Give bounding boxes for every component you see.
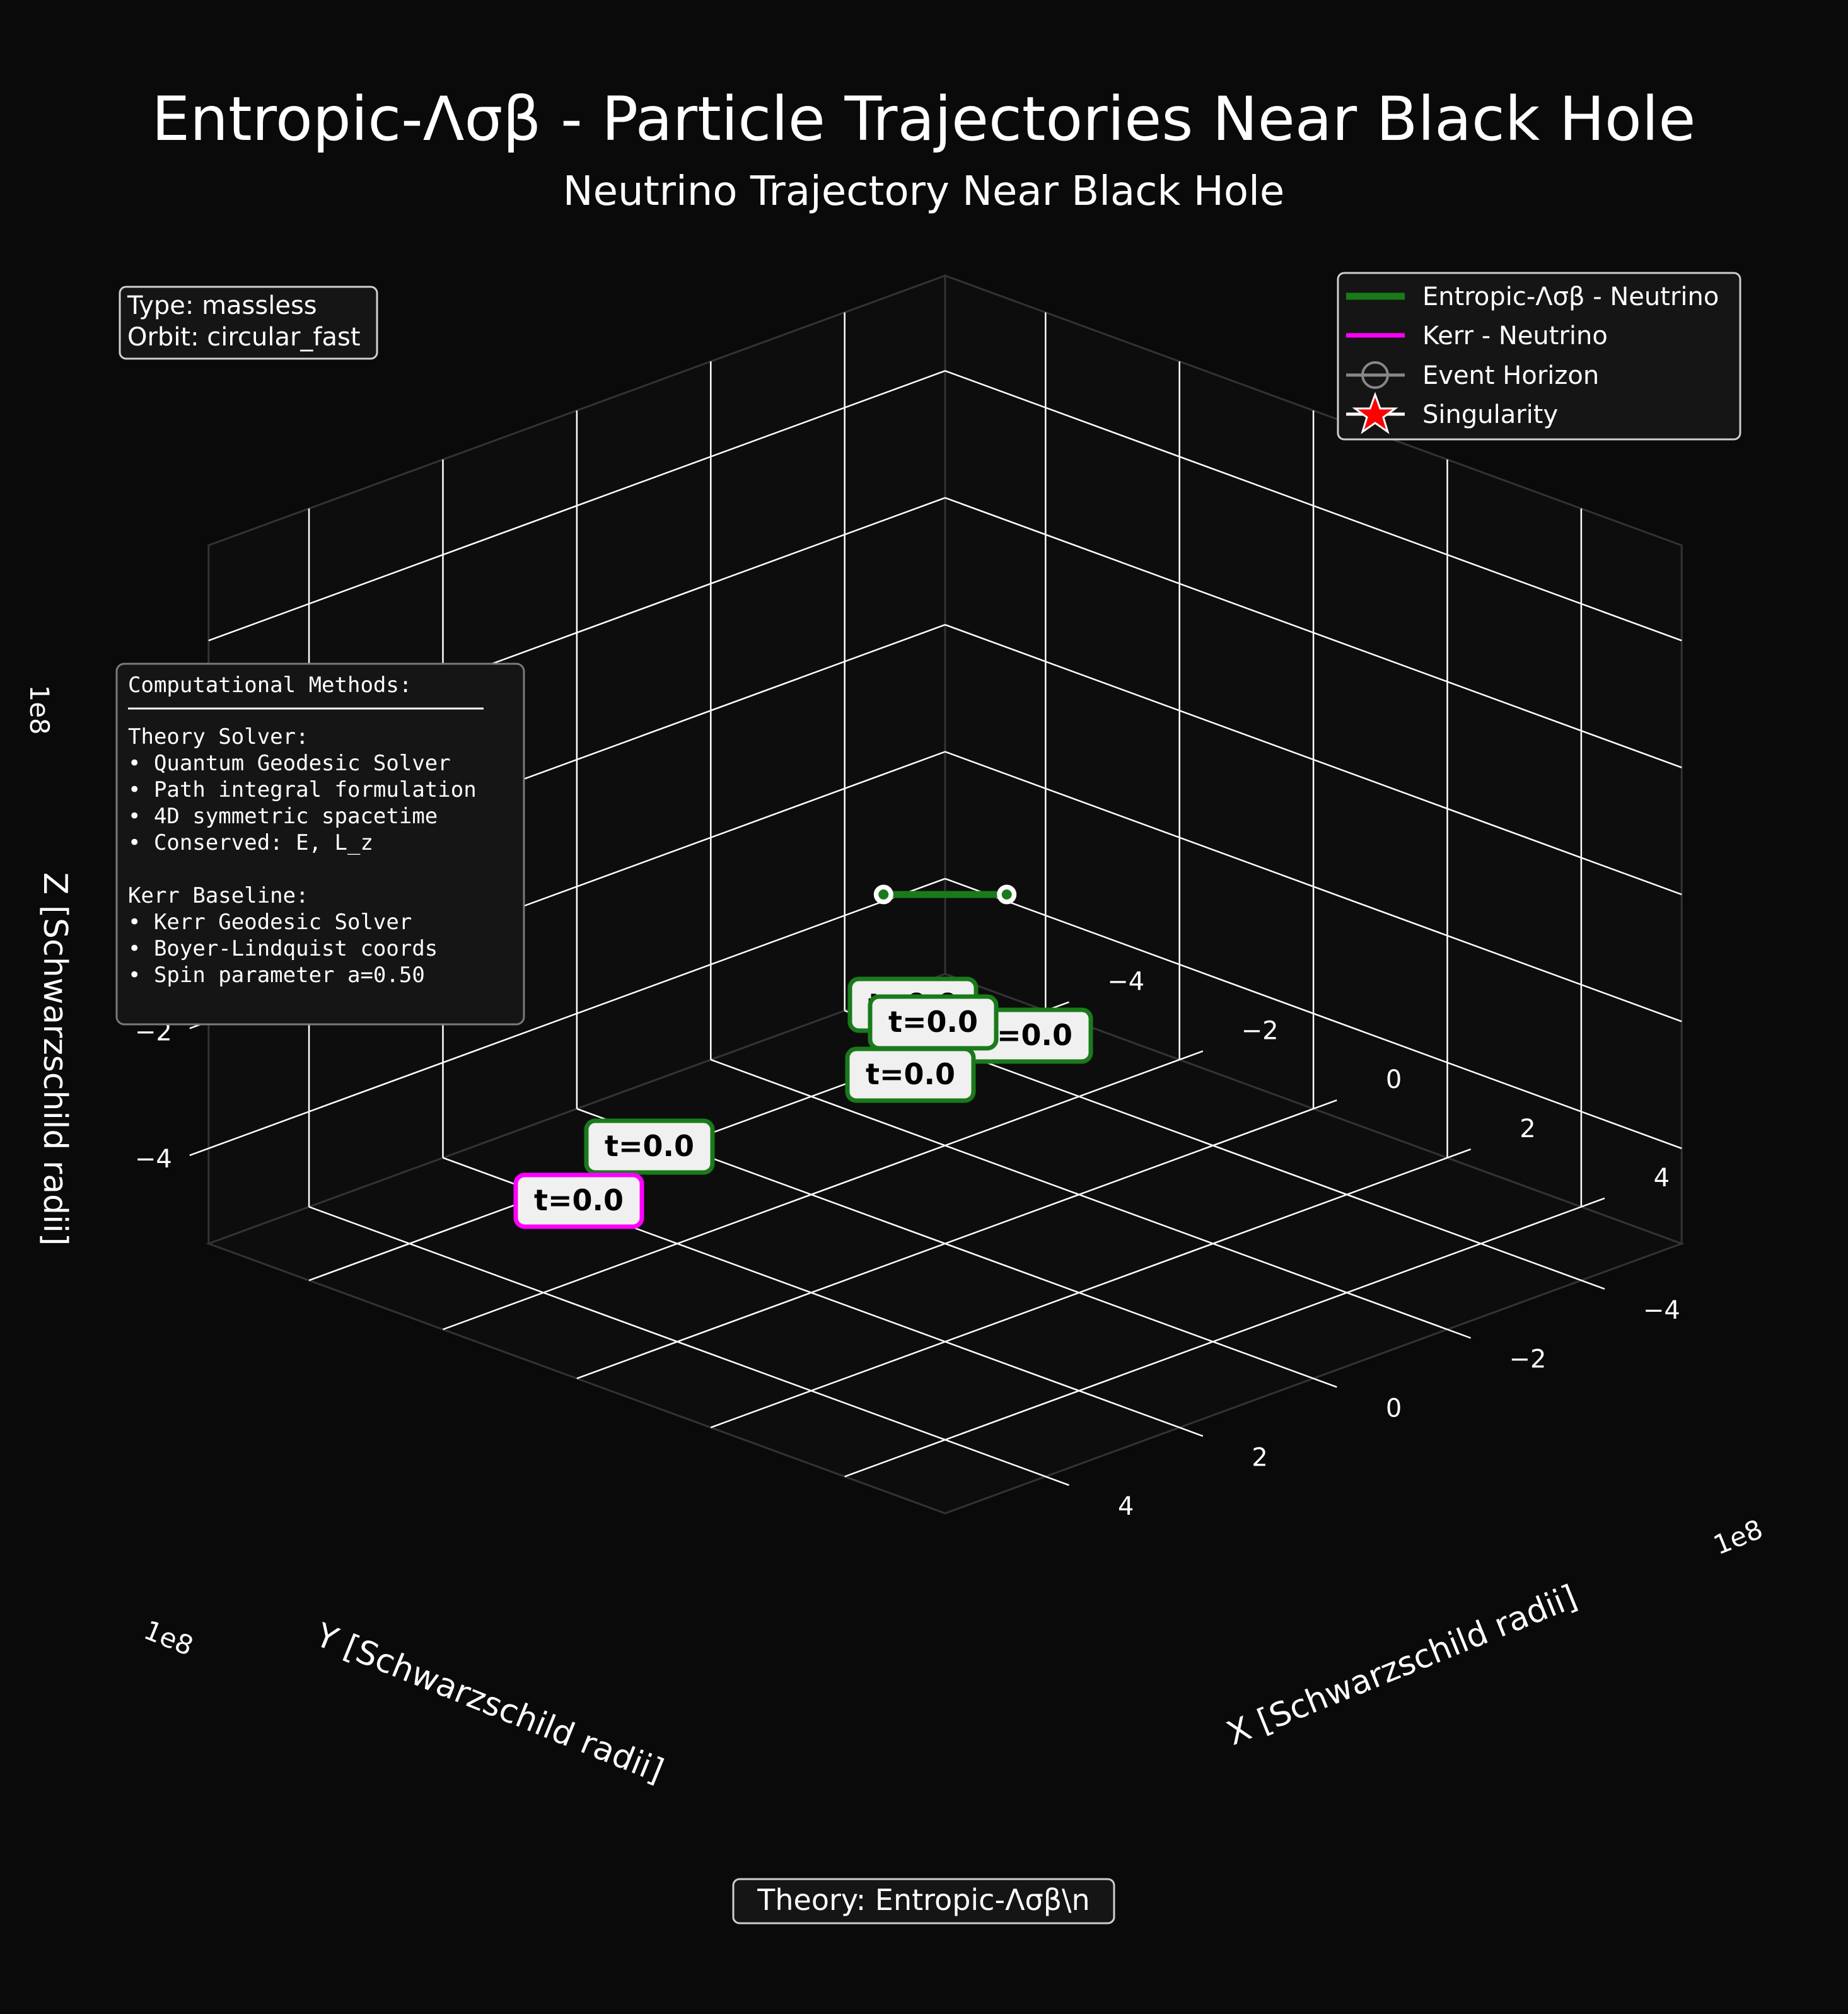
info-line-type: Type: massless — [127, 291, 317, 320]
y-tick-mark — [1581, 1197, 1605, 1208]
x-tick-label: 4 — [1118, 1492, 1134, 1521]
methods-line: • 4D symmetric spacetime — [128, 804, 438, 829]
y-tick-mark — [1447, 1148, 1472, 1159]
legend-label: Singularity — [1422, 400, 1558, 429]
y-grid-floor — [710, 1157, 1448, 1428]
methods-box: Computational Methods: Theory Solver: • … — [115, 663, 525, 1026]
time-label-box — [513, 1172, 644, 1229]
methods-line: • Boyer-Lindquist coords — [128, 936, 438, 961]
time-label: t=0.0 — [605, 1129, 694, 1163]
grid-lines — [208, 312, 1682, 1478]
methods-line: • Path integral formulation — [128, 777, 477, 802]
z-grid-left — [944, 497, 1682, 768]
x-tick-mark — [1447, 1328, 1472, 1339]
x-tick-label: −4 — [1643, 1296, 1680, 1325]
y-grid-floor — [844, 1206, 1582, 1478]
y-tick-label: 0 — [1386, 1065, 1402, 1094]
footer-text: Theory: Entropic-Λσβ\n — [757, 1883, 1090, 1917]
z-grid-left — [944, 370, 1682, 642]
y-tick-label: 2 — [1520, 1114, 1535, 1143]
methods-heading: Computational Methods: — [128, 673, 412, 698]
chart-title: Neutrino Trajectory Near Black Hole — [563, 168, 1284, 215]
y-tick-mark — [1179, 1050, 1204, 1061]
legend-label: Kerr - Neutrino — [1422, 321, 1608, 350]
singularity-star-icon — [1352, 391, 1398, 434]
z-grid-left — [944, 623, 1682, 896]
methods-line: Kerr Baseline: — [128, 883, 309, 908]
annotations-layer: t=0.0t=0.0t=0.0t=0.0t=0.0t=0.0 — [513, 976, 1093, 1229]
methods-line: • Quantum Geodesic Solver — [128, 751, 451, 776]
y-tick-label: −4 — [1107, 968, 1144, 997]
methods-line: • Spin parameter a=0.50 — [128, 963, 425, 988]
methods-line: • Kerr Geodesic Solver — [128, 910, 412, 935]
methods-line: • Conserved: E, L_z — [128, 830, 373, 855]
start-marker-core — [1001, 889, 1012, 900]
z-tick-mark — [189, 1147, 209, 1156]
methods-line: Theory Solver: — [128, 724, 309, 749]
time-label: t=0.0 — [534, 1183, 624, 1217]
time-label: t=0.0 — [866, 1057, 955, 1091]
y-tick-mark — [1313, 1099, 1337, 1110]
time-label-box — [584, 1118, 715, 1175]
y-grid-floor — [576, 1108, 1314, 1379]
x-tick-mark — [1581, 1280, 1605, 1290]
time-label-box — [845, 1046, 976, 1103]
x-tick-label: 0 — [1386, 1394, 1402, 1423]
legend-frame — [1337, 272, 1741, 441]
start-marker-core — [878, 889, 889, 900]
series-layer — [873, 884, 1017, 905]
x-tick-label: 2 — [1252, 1443, 1267, 1472]
z-grid-right — [208, 370, 946, 642]
legend-label: Event Horizon — [1422, 361, 1599, 390]
x-tick-mark — [1045, 1476, 1069, 1486]
footer-box: Theory: Entropic-Λσβ\n — [732, 1878, 1115, 1924]
methods-box-frame — [115, 663, 525, 1026]
legend-label: Entropic-Λσβ - Neutrino — [1422, 282, 1719, 311]
z-grid-right — [208, 877, 946, 1149]
z-axis-label: Z [Schwarzschild radii] — [36, 872, 74, 1246]
x-tick-label: −2 — [1509, 1345, 1546, 1374]
legend-horizon-icon — [1361, 361, 1389, 389]
z-tick-label: −4 — [135, 1145, 172, 1174]
footer-frame — [732, 1878, 1115, 1924]
info-line-orbit: Orbit: circular_fast — [127, 323, 361, 352]
z-grid-left — [944, 877, 1682, 1149]
time-label: t=0.0 — [888, 1005, 978, 1039]
z-grid-left — [944, 751, 1682, 1022]
y-grid-floor — [443, 1058, 1180, 1331]
y-tick-label: −2 — [1241, 1016, 1279, 1045]
z-axis-scale-label: 1e8 — [24, 685, 55, 734]
info-box-frame — [119, 286, 378, 360]
x-tick-mark — [1313, 1377, 1337, 1388]
x-tick-mark — [1179, 1427, 1204, 1437]
suptitle: Entropic-Λσβ - Particle Trajectories Nea… — [152, 84, 1696, 154]
legend: Entropic-Λσβ - Neutrino Kerr - Neutrino … — [1337, 272, 1741, 441]
y-tick-label: 4 — [1654, 1164, 1670, 1193]
info-box: Type: massless Orbit: circular_fast — [119, 286, 378, 360]
